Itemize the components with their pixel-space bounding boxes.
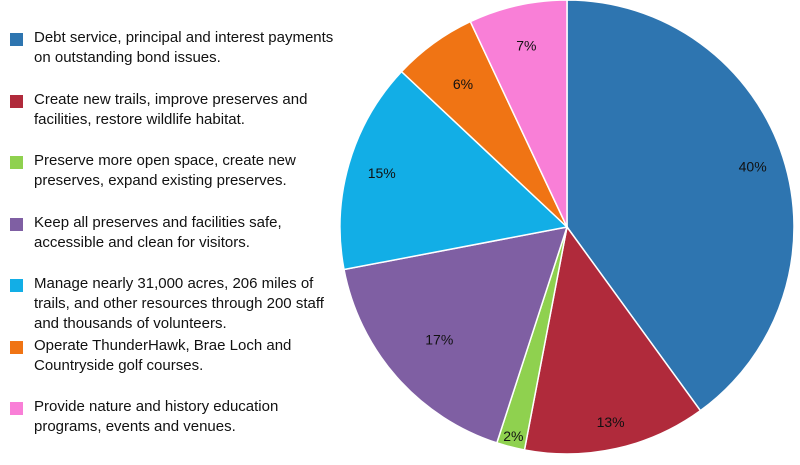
legend-item: Operate ThunderHawk, Brae Loch and Count… [8,332,338,394]
legend-swatch [10,156,23,169]
slice-label: 7% [516,37,536,53]
legend-swatch [10,33,23,46]
legend-item: Manage nearly 31,000 acres, 206 miles of… [8,270,338,332]
pie-slices [339,0,795,455]
legend-item: Provide nature and history education pro… [8,393,338,455]
slice-label: 15% [368,165,396,181]
legend-item: Create new trails, improve preserves and… [8,86,338,148]
legend-label: Create new trails, improve preserves and… [34,90,308,128]
legend-label: Operate ThunderHawk, Brae Loch and Count… [34,336,292,374]
legend-label: Provide nature and history education pro… [34,398,279,435]
slice-label: 6% [453,76,473,92]
legend-swatch [10,340,23,354]
legend-swatch [10,217,23,231]
chart-legend: Debt service, principal and interest pay… [8,24,338,455]
legend-swatch [10,94,23,108]
legend-label: Keep all preserves and facilities safe, … [34,213,282,251]
slice-label: 2% [503,428,523,444]
legend-label: Preserve more open space, create new pre… [34,152,296,189]
legend-item: Preserve more open space, create new pre… [8,147,338,209]
slice-label: 17% [425,332,453,348]
pie-labels: 40% 13% 2% 17% 15% 6% 7% [368,37,767,444]
slice-label: 13% [597,414,625,430]
pie-slice [339,70,569,271]
legend-item: Keep all preserves and facilities safe, … [8,209,338,271]
legend-label: Manage nearly 31,000 acres, 206 miles of… [34,275,324,332]
pie-slice [523,225,702,455]
legend-item: Debt service, principal and interest pay… [8,24,338,86]
legend-label: Debt service, principal and interest pay… [34,29,334,66]
legend-swatch [10,402,23,415]
pie-slice [343,226,569,444]
slice-label: 40% [739,159,767,175]
pie-slice [566,0,795,412]
legend-swatch [10,279,23,292]
pie-slice [469,0,568,228]
